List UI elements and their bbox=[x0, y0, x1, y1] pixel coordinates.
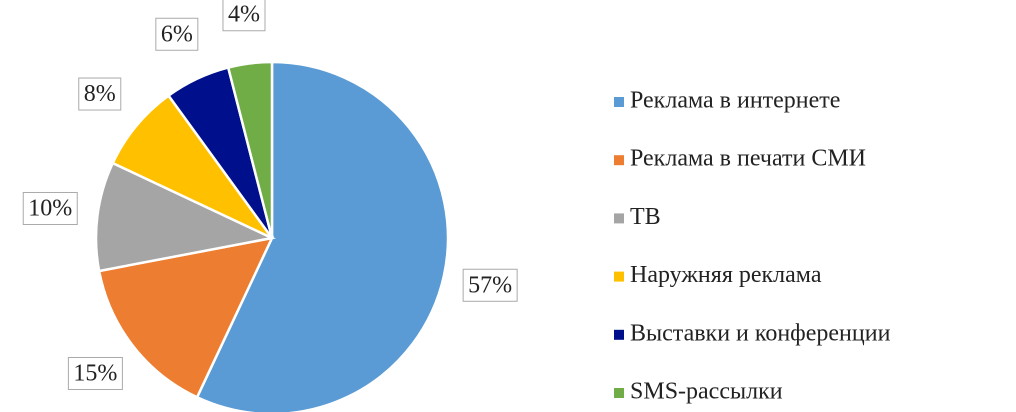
legend-label: Наружняя реклама bbox=[630, 262, 822, 288]
data-label: 57% bbox=[468, 272, 512, 298]
data-label: 8% bbox=[84, 81, 116, 107]
legend-label: Реклама в печати СМИ bbox=[630, 146, 866, 172]
legend-label: ТВ bbox=[630, 204, 661, 230]
pie-slice bbox=[97, 236, 275, 399]
data-label: 6% bbox=[161, 21, 193, 47]
legend-label: Выставки и конференции bbox=[630, 320, 891, 346]
data-label-box bbox=[22, 191, 78, 226]
legend-swatch bbox=[614, 388, 624, 398]
legend-label: Реклама в интернете bbox=[630, 88, 840, 114]
pie-slice bbox=[195, 60, 450, 412]
data-label: 15% bbox=[73, 360, 117, 386]
legend-swatch bbox=[614, 155, 624, 166]
legend-swatch bbox=[614, 213, 624, 224]
legend-swatch bbox=[614, 97, 624, 107]
pie-slice bbox=[226, 60, 274, 239]
data-label-box bbox=[222, 0, 266, 32]
pie-slice bbox=[111, 93, 274, 240]
pie-slice bbox=[94, 161, 277, 273]
legend-swatch bbox=[614, 271, 624, 282]
data-label-box bbox=[462, 268, 518, 302]
legend-swatch bbox=[614, 329, 624, 340]
data-label-box bbox=[78, 77, 122, 111]
legend-label: SMS-рассылки bbox=[630, 379, 783, 405]
data-label: 10% bbox=[28, 195, 72, 221]
data-label: 4% bbox=[228, 2, 260, 28]
data-label-box bbox=[67, 356, 123, 391]
data-label-box bbox=[155, 17, 199, 51]
